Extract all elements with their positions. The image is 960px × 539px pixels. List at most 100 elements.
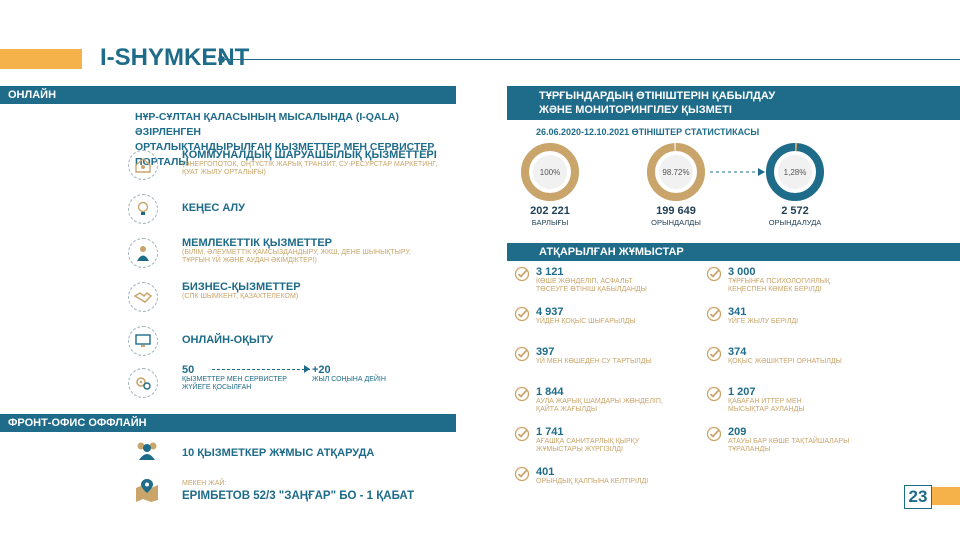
work-number: 341 <box>728 306 747 318</box>
growth-arrow-head-icon <box>304 365 310 373</box>
growth-to: +20 ЖЫЛ СОҢЫНА ДЕЙІН <box>312 364 386 384</box>
work-text: 397 ҮЙ МЕН КӨШЕДЕН СУ ТАРТЫЛДЫ <box>536 346 652 366</box>
check-icon <box>514 466 530 487</box>
appeals-bar-line1: ТҰРҒЫНДАРДЫҢ ӨТІНІШТЕРІН ҚАБЫЛДАУ <box>539 90 776 102</box>
service-text: КЕҢЕС АЛУ <box>182 202 462 214</box>
work-text: 3 000 ТҰРҒЫНҒА ПСИХОЛОГИЯЛЫҚ КЕҢЕСПЕН КӨМЕ… <box>728 266 830 294</box>
service-title: КОММУНАЛДЫҚ ШАРУАШЫЛЫҚ ҚЫЗМЕТТЕРІ <box>182 149 437 161</box>
appeals-bar-line2: ЖӘНЕ МОНИТОРИНГІЛЕУ ҚЫЗМЕТІ <box>539 104 732 116</box>
work-number: 209 <box>728 426 747 438</box>
works-bar: АТҚАРЫЛҒАН ЖҰМЫСТАР <box>507 243 960 261</box>
work-description: ҮЙГЕ ЖЫЛУ БЕРІЛДІ <box>728 318 799 325</box>
work-description: ҚАЙТА ЖАҒЫЛДЫ <box>536 406 598 413</box>
donut-value: 199 649 <box>656 205 696 217</box>
work-item: 4 937 ҮЙДЕН ҚОҚЫС ШЫҒАРЫЛДЫ <box>514 306 694 344</box>
check-icon <box>706 426 722 447</box>
growth-from: 50 ҚЫЗМЕТТЕР МЕН СЕРВИСТЕР ЖҮЙЕГЕ ҚОСЫЛҒ… <box>182 364 287 392</box>
service-title: БИЗНЕС-ҚЫЗМЕТТЕР <box>182 281 301 293</box>
work-item: 3 121 КӨШЕ ЖӨНДЕЛІП, АСФАЛЬТ ТӨСЕУГЕ ӨТІНІ… <box>514 266 694 304</box>
work-description: ТӨСЕУГЕ ӨТІНІШ ҚАБЫЛДАНДЫ <box>536 286 647 293</box>
check-icon <box>706 266 722 287</box>
page-number: 23 <box>908 487 928 506</box>
brand-title: I-SHYMKENT <box>100 44 250 71</box>
work-number: 3 121 <box>536 266 564 278</box>
donut-arrow-head-icon <box>758 168 765 176</box>
staff-icon <box>134 440 160 462</box>
work-text: 209 АТАУЫ БАР КӨШЕ ТАҚТАЙШАЛАРЫ ТҰРАЛАНДЫ <box>728 426 849 454</box>
check-icon <box>514 266 530 287</box>
work-text: 3 121 КӨШЕ ЖӨНДЕЛІП, АСФАЛЬТ ТӨСЕУГЕ ӨТІНІ… <box>536 266 647 294</box>
work-number: 1 207 <box>728 386 756 398</box>
stats-title: 26.06.2020-12.10.2021 ӨТІНІШТЕР СТАТИСТИ… <box>536 127 760 137</box>
front-office-bar: ФРОНТ-ОФИС ОФФЛАЙН <box>0 414 456 432</box>
growth-from-label1: ҚЫЗМЕТТЕР МЕН СЕРВИСТЕР <box>182 376 287 383</box>
work-text: 1 207 ҚАБАҒАН ИТТЕР МЕН МЫСЫҚТАР АУЛАНДЫ <box>728 386 805 414</box>
service-row: КЕҢЕС АЛУ <box>128 192 458 232</box>
work-text: 374 ҚОҚЫС ЖӘШІКТЕРІ ОРНАТЫЛДЫ <box>728 346 842 366</box>
work-description: ҚОҚЫС ЖӘШІКТЕРІ ОРНАТЫЛДЫ <box>728 358 842 365</box>
work-item: 209 АТАУЫ БАР КӨШЕ ТАҚТАЙШАЛАРЫ ТҰРАЛАНДЫ <box>706 426 896 464</box>
donut-center <box>533 155 567 189</box>
page-accent-bar <box>932 487 960 505</box>
header-line-dot <box>218 56 225 63</box>
check-icon <box>514 346 530 367</box>
work-item: 3 000 ТҰРҒЫНҒА ПСИХОЛОГИЯЛЫҚ КЕҢЕСПЕН КӨМЕ… <box>706 266 896 304</box>
appeals-bar: ТҰРҒЫНДАРДЫҢ ӨТІНІШТЕРІН ҚАБЫЛДАУ ЖӘНЕ М… <box>507 86 960 120</box>
service-text: БИЗНЕС-ҚЫЗМЕТТЕР (СПК ШЫМКЕНТ, ҚАЗАХТЕЛЕК… <box>182 281 462 301</box>
work-item: 401 ОРЫНДЫҚ ҚАЛПЫНА КЕЛТІРІЛДІ <box>514 466 694 504</box>
service-subtitle: ТҰРҒЫН ҮЙ ЖӘНЕ АУДАН ӘКІМДІКТЕРІ) <box>182 257 317 264</box>
service-title: КЕҢЕС АЛУ <box>182 202 245 214</box>
staff-text: 10 ҚЫЗМЕТКЕР ЖҰМЫС АТҚАРУДА <box>182 447 375 459</box>
header-accent-bar <box>0 49 82 69</box>
service-subtitle: (БІЛІМ, ӘЛЕУМЕТТІК ҚАМСЫЗДАНДЫРУ, ЖКШ, Д… <box>182 249 411 256</box>
check-icon <box>706 306 722 327</box>
service-row: МЕМЛЕКЕТТІК ҚЫЗМЕТТЕР (БІЛІМ, ӘЛЕУМЕТТІК … <box>128 236 458 276</box>
work-number: 374 <box>728 346 747 358</box>
monitor-icon <box>128 326 158 356</box>
work-text: 4 937 ҮЙДЕН ҚОҚЫС ШЫҒАРЫЛДЫ <box>536 306 636 326</box>
work-number: 1 741 <box>536 426 564 438</box>
donut-label: БАРЛЫҒЫ <box>532 218 569 227</box>
home-icon <box>128 150 158 180</box>
work-text: 1 844 АУЛА ЖАРЫҚ ШАМДАРЫ ЖӨНДЕЛІП, ҚАЙТА Ж… <box>536 386 663 414</box>
online-bar-label: ОНЛАЙН <box>8 89 57 101</box>
donut-percent: 1,28% <box>784 168 807 177</box>
work-item: 341 ҮЙГЕ ЖЫЛУ БЕРІЛДІ <box>706 306 896 344</box>
works-bar-label: АТҚАРЫЛҒАН ЖҰМЫСТАР <box>539 246 684 258</box>
growth-from-value: 50 <box>182 364 195 376</box>
work-number: 1 844 <box>536 386 564 398</box>
gears-icon <box>128 368 158 398</box>
growth-from-label2: ЖҮЙЕГЕ ҚОСЫЛҒАН <box>182 384 252 391</box>
growth-to-label: ЖЫЛ СОҢЫНА ДЕЙІН <box>312 376 386 383</box>
service-row: КОММУНАЛДЫҚ ШАРУАШЫЛЫҚ ҚЫЗМЕТТЕРІ (ЭНЕРГО… <box>128 148 458 188</box>
work-description: КЕҢЕСПЕН КӨМЕК БЕРІЛДІ <box>728 286 822 293</box>
donut-value: 202 221 <box>530 205 570 217</box>
service-row: БИЗНЕС-ҚЫЗМЕТТЕР (СПК ШЫМКЕНТ, ҚАЗАХТЕЛЕК… <box>128 280 458 320</box>
work-text: 341 ҮЙГЕ ЖЫЛУ БЕРІЛДІ <box>728 306 798 326</box>
work-description: АҒАШҚА САНИТАРЛЫҚ ҚЫРҚУ <box>536 438 640 445</box>
service-row: ОНЛАЙН-ОҚЫТУ <box>128 324 458 364</box>
donut-center <box>659 155 693 189</box>
growth-to-value: +20 <box>312 364 331 376</box>
work-description: КӨШЕ ЖӨНДЕЛІП, АСФАЛЬТ <box>536 278 633 285</box>
online-intro-line1: НҰР-СҰЛТАН ҚАЛАСЫНЫҢ МЫСАЛЫНДА (I-QALA) … <box>135 111 400 138</box>
donut-value: 2 572 <box>781 205 809 217</box>
service-subtitle: (СПК ШЫМКЕНТ, ҚАЗАХТЕЛЕКОМ) <box>182 293 299 300</box>
check-icon <box>706 386 722 407</box>
donut-arc <box>766 143 824 201</box>
work-description: ТҰРАЛАНДЫ <box>728 446 771 453</box>
check-icon <box>514 426 530 447</box>
lightbulb-icon <box>128 194 158 224</box>
work-description: ҮЙ МЕН КӨШЕДЕН СУ ТАРТЫЛДЫ <box>536 358 652 365</box>
online-bar: ОНЛАЙН <box>0 86 456 104</box>
donut-arc <box>647 143 705 201</box>
work-item: 374 ҚОҚЫС ЖӘШІКТЕРІ ОРНАТЫЛДЫ <box>706 346 896 384</box>
work-description: МЫСЫҚТАР АУЛАНДЫ <box>728 406 805 413</box>
work-item: 397 ҮЙ МЕН КӨШЕДЕН СУ ТАРТЫЛДЫ <box>514 346 694 384</box>
front-office-bar-label: ФРОНТ-ОФИС ОФФЛАЙН <box>8 417 147 429</box>
work-number: 397 <box>536 346 555 358</box>
address-text: ЕРІМБЕТОВ 52/3 "ЗАҢҒАР" БО - 1 ҚАБАТ <box>182 490 415 502</box>
